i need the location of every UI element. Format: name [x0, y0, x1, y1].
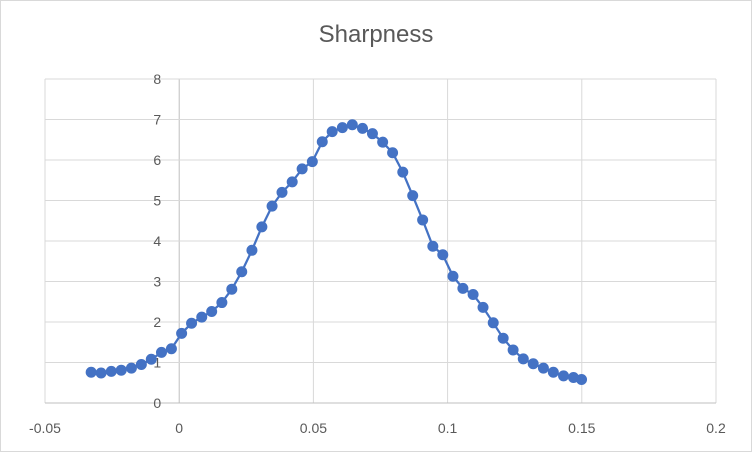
- data-point: [467, 288, 479, 300]
- data-point: [437, 249, 449, 261]
- data-point: [576, 374, 588, 386]
- data-point: [547, 366, 559, 378]
- data-point: [135, 359, 147, 371]
- data-point: [246, 244, 258, 256]
- data-point: [447, 270, 459, 282]
- data-point: [387, 147, 399, 159]
- data-point: [276, 186, 288, 198]
- data-point: [497, 332, 509, 344]
- data-point: [336, 122, 348, 134]
- data-point: [366, 128, 378, 140]
- series-group: [85, 119, 588, 386]
- data-point: [286, 176, 298, 188]
- data-point: [316, 136, 328, 148]
- x-tick-label: 0.2: [706, 420, 726, 436]
- y-tick-label: 6: [153, 152, 161, 168]
- data-point: [477, 301, 489, 313]
- x-tick-label: 0.1: [438, 420, 458, 436]
- data-point: [487, 317, 499, 329]
- data-point: [186, 317, 198, 329]
- series-line: [91, 123, 582, 381]
- data-point: [377, 136, 389, 148]
- data-point: [527, 358, 539, 370]
- data-point: [326, 126, 338, 138]
- data-point: [507, 344, 519, 356]
- data-point: [296, 163, 308, 175]
- data-point: [115, 364, 127, 376]
- chart-title: Sharpness: [318, 21, 434, 48]
- data-point: [145, 353, 157, 365]
- data-point: [95, 367, 107, 379]
- data-point: [85, 366, 97, 378]
- data-point: [397, 166, 409, 178]
- y-tick-labels: 0 1 2 3 4 5 6 7 8: [153, 71, 161, 411]
- data-point: [216, 297, 228, 309]
- data-point: [417, 214, 429, 226]
- data-point: [427, 240, 439, 252]
- data-point: [226, 283, 238, 295]
- data-point: [196, 311, 208, 323]
- data-point: [176, 327, 188, 339]
- data-point: [236, 266, 248, 278]
- y-tick-label: 4: [153, 233, 161, 249]
- data-point: [155, 346, 167, 358]
- y-tick-label: 5: [153, 193, 161, 209]
- data-point: [537, 362, 549, 374]
- data-point: [558, 370, 570, 382]
- data-point: [165, 343, 177, 355]
- data-point: [256, 221, 268, 233]
- horizontal-gridlines: [45, 78, 716, 404]
- data-point: [517, 353, 529, 365]
- data-point: [105, 365, 117, 377]
- y-tick-label: 1: [153, 355, 161, 371]
- y-tick-label: 2: [153, 314, 161, 330]
- y-tick-label: 3: [153, 274, 161, 290]
- y-tick-label: 0: [153, 395, 161, 411]
- x-tick-label: -0.05: [29, 420, 61, 436]
- data-point: [357, 122, 369, 134]
- data-point: [306, 156, 318, 168]
- x-tick-label: 0.15: [568, 420, 595, 436]
- data-point: [206, 305, 218, 317]
- y-tick-label: 7: [153, 112, 161, 128]
- data-point: [266, 200, 278, 212]
- data-point: [346, 119, 358, 131]
- y-tick-label: 8: [153, 71, 161, 87]
- data-point: [125, 362, 137, 374]
- x-tick-labels: -0.05 0 0.05 0.1 0.15 0.2: [29, 420, 726, 436]
- data-point: [457, 282, 469, 294]
- data-point: [407, 190, 419, 202]
- x-tick-label: 0: [175, 420, 183, 436]
- x-tick-label: 0.05: [300, 420, 327, 436]
